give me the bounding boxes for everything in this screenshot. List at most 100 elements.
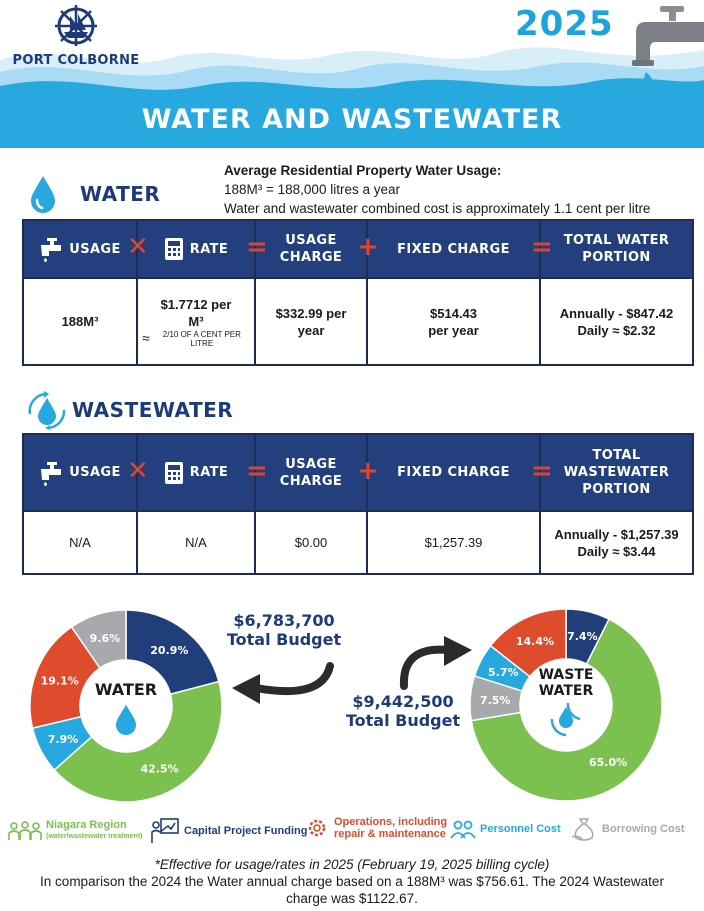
- total-daily-value: $3.44: [622, 543, 656, 559]
- approx-icon: ≈: [612, 322, 620, 338]
- usage-info-line-1: 188M³ = 188,000 litres a year: [224, 182, 400, 197]
- header-usage-charge-line-2: CHARGE: [279, 473, 343, 489]
- water-section-heading: WATER: [28, 174, 160, 214]
- header-total-line-1: TOTAL: [592, 448, 641, 463]
- fixed-charge-line-1: $514.43: [430, 305, 477, 321]
- rate-value: $1.7712 per M³ ≈ 2/10 of a cent per litr…: [136, 277, 256, 366]
- header-usage-label: USAGE: [69, 465, 121, 480]
- footer-notes: *Effective for usage/rates in 2025 (Febr…: [0, 856, 704, 907]
- wastewater-budget-donut: WASTE WATER 7.4% 65.0% 7.5% 5.7% 14.4%: [469, 608, 663, 802]
- wastewater-section-heading: WASTEWATER: [24, 390, 233, 430]
- footer-line-3: charge was $1122.67.: [286, 891, 418, 906]
- plus-operator: +: [357, 456, 379, 486]
- water-section-label: WATER: [80, 182, 161, 206]
- total-daily-label: Daily: [577, 322, 609, 338]
- donut-slice-label-region: 42.5%: [141, 763, 179, 776]
- budget-legend: Niagara Region (water/wastewater treatme…: [8, 815, 698, 849]
- usage-charge-value: $0.00: [254, 510, 368, 575]
- port-colborne-logo: PORT COLBORNE: [6, 4, 146, 68]
- header-total: TOTAL WATER PORTION: [539, 219, 694, 279]
- footer-line-1: *Effective for usage/rates in 2025 (Febr…: [154, 857, 550, 872]
- multiply-operator: ✕: [127, 232, 149, 262]
- header-fixed-charge: FIXED CHARGE: [366, 433, 541, 512]
- header-usage-charge-line-1: USAGE: [285, 233, 337, 248]
- total-value: Annually - $847.42 Daily ≈ $2.32: [539, 277, 694, 366]
- legend-personnel-label: Personnel Cost: [480, 823, 561, 835]
- curved-arrow-icon: [232, 662, 334, 704]
- water-drop-icon: [116, 705, 136, 735]
- header-rate: RATE: [136, 433, 256, 512]
- total-value: Annually - $1,257.39 Daily ≈ $3.44: [539, 510, 694, 575]
- rate-note: 2/10 of a cent per litre: [162, 329, 241, 348]
- calculator-icon: [164, 461, 183, 484]
- recycle-arrow-icon: [550, 702, 581, 737]
- donut-slice-label-operations: 19.1%: [41, 674, 79, 687]
- usage-info-line-2: Water and wastewater combined cost is ap…: [224, 201, 651, 216]
- legend-item-borrowing: Borrowing Cost: [570, 815, 685, 843]
- ship-wheel-icon: [55, 5, 97, 47]
- water-drop-icon: [31, 176, 55, 213]
- page-title: WATER AND WASTEWATER: [141, 104, 563, 135]
- header-total-line-2: PORTION: [582, 250, 651, 265]
- water-drop-icon: [559, 707, 573, 728]
- total-annual: Annually - $1,257.39: [554, 526, 679, 542]
- usage-charge-line-2: year: [297, 322, 325, 338]
- header-usage-charge: USAGE CHARGE: [254, 219, 368, 279]
- rate-line-1: $1.7712 per: [160, 296, 232, 312]
- legend-region-label: Niagara Region: [46, 819, 127, 831]
- header-usage-label: USAGE: [69, 241, 121, 257]
- rate-line-2: M³: [188, 313, 204, 329]
- table-row: 188M³ $1.7712 per M³ ≈ 2/10 of a cent pe…: [22, 277, 694, 366]
- legend-item-capital: Capital Project Funding: [150, 817, 307, 845]
- faucet-icon: [632, 6, 704, 85]
- rate-value: N/A: [136, 510, 256, 575]
- equals-operator: =: [531, 232, 553, 262]
- footer-line-2: In comparison the 2024 the Water annual …: [40, 874, 664, 889]
- water-budget-amount: $6,783,700: [233, 611, 335, 630]
- donut-slice-label-personnel: 7.9%: [48, 733, 79, 746]
- header-total-line-3: PORTION: [582, 482, 651, 497]
- wastewater-budget: $9,442,500 Total Budget: [340, 692, 466, 730]
- header-rate-label: RATE: [189, 465, 229, 480]
- legend-borrowing-label: Borrowing Cost: [602, 823, 685, 835]
- header-rate-label: RATE: [189, 241, 229, 257]
- wave-background: [0, 47, 704, 150]
- donut-slice-label-personnel: 5.7%: [488, 666, 519, 679]
- header-usage: USAGE: [22, 219, 138, 279]
- header-usage-charge-line-1: USAGE: [285, 456, 337, 472]
- usage-charge-value: $332.99 per year: [254, 277, 368, 366]
- legend-operations-line-1: Operations, including: [334, 816, 448, 828]
- header-rate: RATE: [136, 219, 256, 279]
- year-heading: 2025: [515, 4, 614, 44]
- total-annual: Annually - $847.42: [559, 305, 674, 321]
- total-daily-value: $2.32: [622, 322, 656, 338]
- legend-operations-line-2: repair & maintenance: [334, 828, 446, 840]
- donut-slice-label-borrowing: 7.5%: [480, 694, 511, 707]
- table-header-row: USAGE RATE USAGE CHARGE FIXED CHARGE TOT…: [22, 219, 694, 279]
- table-header-row: USAGE RATE USAGE CHARGE FIXED CHARGE TOT…: [22, 433, 694, 512]
- plus-operator: +: [357, 232, 379, 262]
- header-total-line-1: TOTAL WATER: [563, 233, 670, 248]
- recycle-drop-icon: [28, 391, 66, 430]
- people-group-icon: [8, 821, 42, 840]
- gear-icon: [308, 819, 326, 837]
- usage-value: N/A: [22, 510, 138, 575]
- approx-icon: ≈: [612, 543, 620, 559]
- donut-slice-label-borrowing: 9.6%: [90, 632, 121, 645]
- donut-center-label-2: WATER: [539, 683, 594, 699]
- legend-item-operations: Operations, including repair & maintenan…: [304, 815, 447, 841]
- wastewater-section-label: WASTEWATER: [72, 398, 234, 422]
- tap-icon: [41, 461, 62, 486]
- usage-info: Average Residential Property Water Usage…: [224, 161, 650, 218]
- fixed-charge-line-2: per year: [428, 322, 479, 338]
- water-budget: $6,783,700 Total Budget: [216, 611, 352, 649]
- header-usage-charge: USAGE CHARGE: [254, 433, 368, 512]
- usage-charge-line-1: $332.99 per: [275, 305, 347, 321]
- donut-slice-region: [53, 680, 223, 803]
- fixed-charge-value: $514.43 per year: [366, 277, 541, 366]
- header-usage-charge-line-2: CHARGE: [279, 250, 343, 265]
- wastewater-budget-amount: $9,442,500: [352, 692, 454, 711]
- donut-slice-label-region: 65.0%: [589, 756, 627, 769]
- equals-operator: =: [531, 456, 553, 486]
- header-total: TOTAL WASTEWATER PORTION: [539, 433, 694, 512]
